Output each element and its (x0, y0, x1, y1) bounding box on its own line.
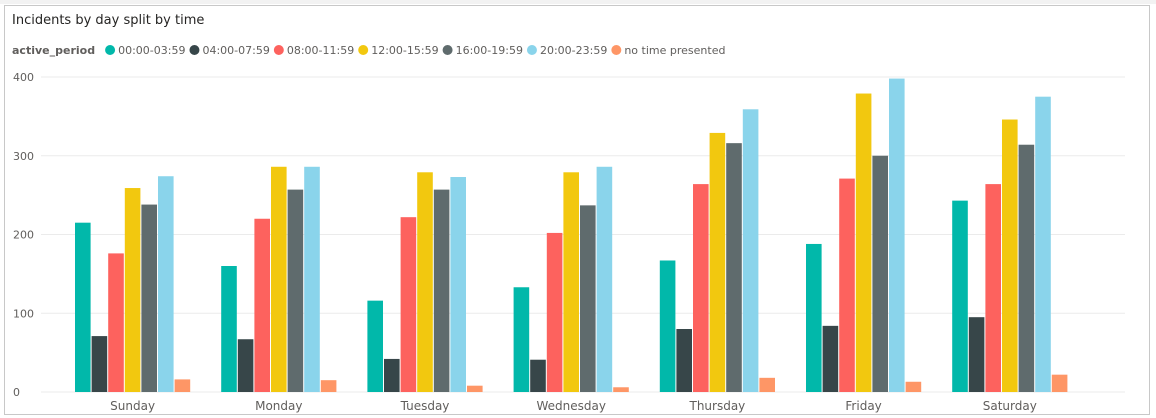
bar-saturday-1[interactable] (968, 317, 985, 392)
y-axis: 0 100 200 300 400 (13, 71, 34, 399)
bar-monday-0[interactable] (221, 266, 237, 392)
y-tick-label-3: 300 (13, 150, 34, 163)
bar-saturday-0[interactable] (952, 200, 968, 392)
bar-chart: Incidents by day split by time active_pe… (12, 13, 1125, 413)
bar-friday-1[interactable] (822, 325, 839, 392)
bar-monday-3[interactable] (271, 166, 287, 392)
legend-label-2: 08:00-11:59 (287, 44, 354, 57)
bar-monday-5[interactable] (304, 166, 320, 392)
bar-sunday-5[interactable] (158, 176, 174, 392)
bar-friday-0[interactable] (806, 243, 822, 392)
bar-tuesday-6[interactable] (467, 385, 483, 392)
bar-thursday-6[interactable] (759, 377, 775, 392)
bar-sunday-2[interactable] (108, 253, 124, 392)
bar-sunday-6[interactable] (174, 379, 191, 392)
bar-wednesday-1[interactable] (530, 359, 546, 392)
bar-tuesday-3[interactable] (417, 172, 433, 392)
bar-sunday-4[interactable] (141, 204, 157, 392)
bar-thursday-4[interactable] (726, 143, 742, 392)
bar-wednesday-3[interactable] (563, 172, 579, 392)
legend-marker-5 (526, 45, 537, 55)
y-tick-label-4: 400 (13, 71, 34, 84)
bar-wednesday-2[interactable] (546, 232, 563, 392)
bar-tuesday-0[interactable] (367, 300, 383, 392)
y-tick-label-1: 100 (13, 307, 34, 320)
legend-label-4: 16:00-19:59 (456, 44, 523, 57)
legend-title: active_period (12, 44, 95, 57)
legend-label-5: 20:00-23:59 (540, 44, 607, 57)
legend-marker-0 (105, 45, 116, 55)
legend-label-0: 00:00-03:59 (118, 44, 185, 57)
bar-monday-6[interactable] (320, 380, 337, 392)
legend-marker-2 (273, 45, 284, 55)
bar-sunday-0[interactable] (75, 222, 91, 392)
bar-tuesday-2[interactable] (400, 217, 417, 392)
legend-label-3: 12:00-15:59 (371, 44, 438, 57)
bar-monday-2[interactable] (254, 218, 270, 392)
bar-saturday-3[interactable] (1002, 119, 1018, 393)
bar-friday-3[interactable] (855, 93, 872, 392)
bar-tuesday-1[interactable] (384, 358, 400, 392)
x-tick-label-monday: Monday (255, 399, 302, 413)
x-tick-label-friday: Friday (845, 399, 881, 413)
legend-marker-3 (358, 45, 369, 55)
x-tick-label-sunday: Sunday (110, 399, 155, 413)
bar-saturday-6[interactable] (1051, 374, 1068, 392)
x-axis: Sunday Monday Tuesday Wednesday Thursday Frid… (110, 399, 1037, 413)
bar-thursday-5[interactable] (742, 109, 759, 392)
bar-wednesday-0[interactable] (513, 287, 530, 392)
legend-marker-1 (189, 45, 200, 55)
chart-panel: Incidents by day split by time active_pe… (4, 5, 1150, 415)
y-tick-label-2: 200 (13, 229, 34, 242)
chart-title: Incidents by day split by time (12, 13, 204, 28)
bar-saturday-5[interactable] (1035, 96, 1051, 392)
bar-thursday-0[interactable] (659, 260, 676, 392)
legend-label-1: 04:00-07:59 (202, 44, 269, 57)
bars (75, 78, 1068, 393)
legend: 00:00-03:59 04:00-07:59 08:00-11:59 12:00-1… (105, 44, 725, 57)
bar-friday-4[interactable] (872, 155, 888, 392)
bar-wednesday-4[interactable] (580, 205, 596, 392)
bar-friday-5[interactable] (889, 78, 905, 392)
bar-sunday-1[interactable] (91, 336, 108, 392)
y-tick-label-0: 0 (13, 386, 20, 399)
bar-monday-4[interactable] (287, 189, 304, 392)
legend-marker-6 (611, 45, 622, 55)
x-tick-label-tuesday: Tuesday (400, 399, 450, 413)
bar-tuesday-5[interactable] (450, 177, 466, 392)
bar-wednesday-6[interactable] (613, 387, 629, 392)
x-tick-label-saturday: Saturday (983, 399, 1037, 413)
bar-saturday-4[interactable] (1018, 144, 1035, 392)
bar-sunday-3[interactable] (124, 188, 141, 392)
bar-tuesday-4[interactable] (433, 189, 450, 392)
bar-thursday-2[interactable] (693, 184, 709, 392)
bar-monday-1[interactable] (237, 339, 254, 392)
bar-saturday-2[interactable] (985, 184, 1001, 392)
bar-friday-2[interactable] (839, 178, 855, 392)
window-top-strip (0, 0, 1156, 4)
legend-label-6: no time presented (624, 44, 725, 57)
bar-thursday-1[interactable] (676, 329, 692, 392)
bar-thursday-3[interactable] (709, 132, 726, 392)
legend-marker-4 (442, 45, 453, 55)
x-tick-label-thursday: Thursday (688, 399, 745, 413)
bar-wednesday-5[interactable] (596, 166, 613, 392)
bar-friday-6[interactable] (905, 381, 922, 392)
x-tick-label-wednesday: Wednesday (536, 399, 605, 413)
